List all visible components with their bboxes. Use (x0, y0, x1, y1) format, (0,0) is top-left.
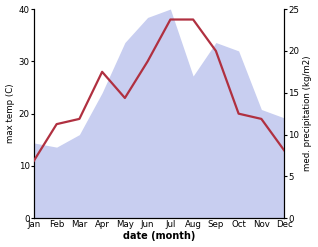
Y-axis label: med. precipitation (kg/m2): med. precipitation (kg/m2) (303, 56, 313, 171)
X-axis label: date (month): date (month) (123, 231, 195, 242)
Y-axis label: max temp (C): max temp (C) (5, 84, 15, 144)
